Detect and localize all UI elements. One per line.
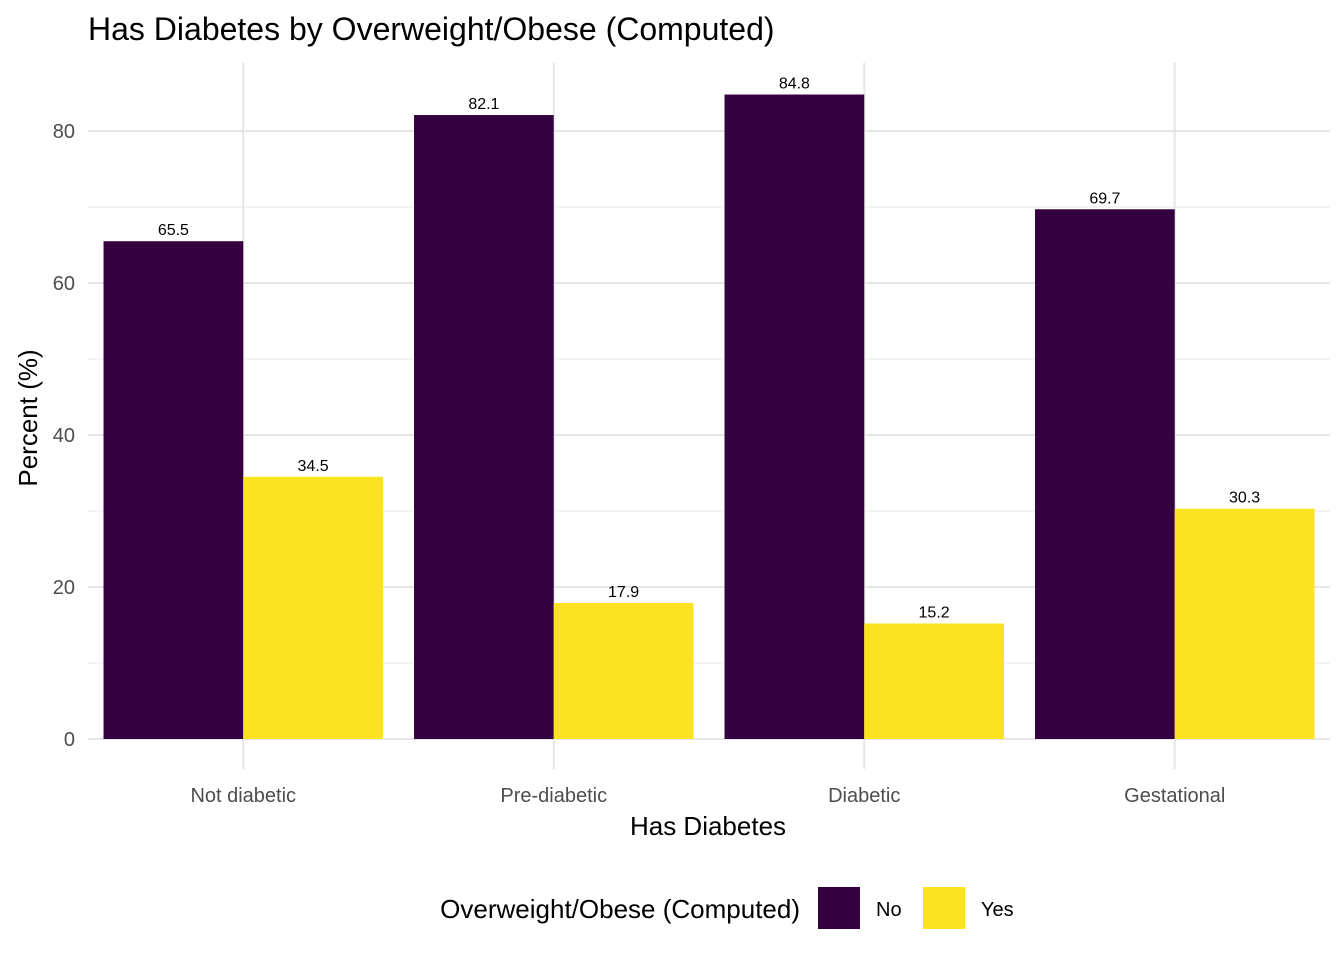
x-tick-label: Pre-diabetic [500, 785, 607, 807]
bar-yes [553, 602, 694, 739]
bar-value-label: 30.3 [1229, 490, 1260, 507]
bar-value-label: 17.9 [608, 584, 639, 601]
y-tick-label: 80 [53, 121, 75, 143]
bar-value-label: 84.8 [779, 76, 810, 93]
y-tick-label: 40 [53, 425, 75, 447]
y-tick-label: 0 [64, 729, 75, 751]
legend-swatch-yes [923, 887, 965, 929]
bar-yes [864, 623, 1004, 739]
bar-value-label: 65.5 [158, 222, 189, 239]
bar-no [103, 241, 244, 739]
bar-value-label: 15.2 [919, 604, 950, 621]
bars [103, 94, 1315, 740]
y-tick-label: 60 [53, 273, 75, 295]
x-axis-ticks: Not diabetic Pre-diabetic Diabetic Gestatio… [190, 785, 1225, 807]
legend-swatch-no [818, 887, 860, 929]
bar-value-label: 34.5 [298, 458, 329, 475]
bar-yes [1174, 508, 1315, 739]
y-axis-ticks: 0 20 40 60 80 [53, 121, 75, 751]
chart-title: Has Diabetes by Overweight/Obese (Comput… [88, 11, 775, 47]
legend-label-no: No [876, 899, 902, 921]
x-axis-title: Has Diabetes [630, 811, 786, 841]
y-tick-label: 20 [53, 577, 75, 599]
x-tick-label: Gestational [1124, 785, 1225, 807]
x-tick-label: Diabetic [828, 785, 900, 807]
bar-yes [243, 476, 383, 739]
bar-value-label: 82.1 [468, 96, 499, 113]
x-tick-label: Not diabetic [190, 785, 296, 807]
y-axis-title: Percent (%) [13, 349, 43, 486]
bar-no [724, 94, 865, 739]
bar-value-label: 69.7 [1089, 190, 1120, 207]
data-labels: 65.5 34.5 82.1 17.9 84.8 15.2 69.7 30.3 [158, 76, 1260, 622]
legend-items: No Yes [818, 887, 1014, 929]
legend-label-yes: Yes [981, 899, 1014, 921]
bar-no [1035, 209, 1175, 739]
legend-title: Overweight/Obese (Computed) [440, 894, 800, 924]
legend: Overweight/Obese (Computed) No Yes [440, 887, 1014, 929]
bar-no [414, 115, 554, 740]
